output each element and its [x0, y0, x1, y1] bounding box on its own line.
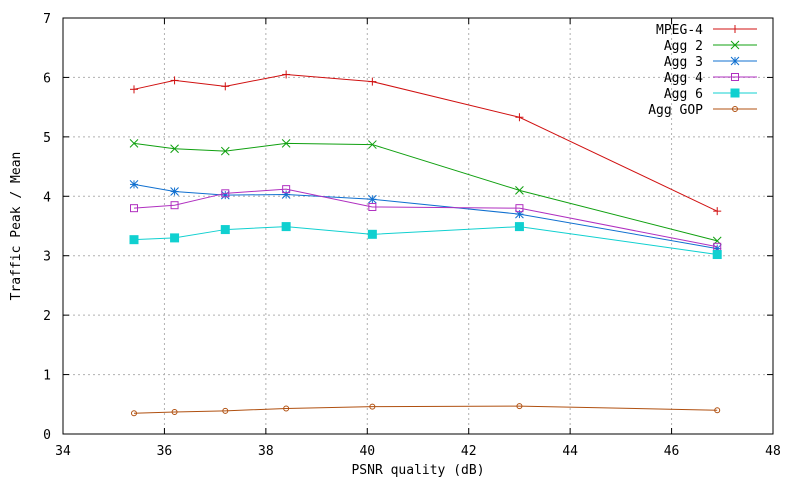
x-tick-label: 48 [765, 444, 781, 459]
data-point [367, 229, 377, 239]
legend-label: Agg GOP [648, 103, 703, 118]
data-point [730, 56, 740, 66]
y-tick-label: 1 [43, 369, 51, 384]
plot-frame [62, 17, 774, 435]
grid [63, 18, 773, 434]
data-point [516, 403, 523, 410]
legend-item: Agg 2 [664, 39, 757, 54]
x-axis-title: PSNR quality (dB) [351, 463, 484, 478]
series-agg-6 [129, 222, 722, 260]
x-tick-label: 40 [359, 444, 375, 459]
data-point [171, 409, 178, 416]
series-agg-3 [129, 180, 722, 253]
data-point [220, 190, 230, 200]
data-point [515, 113, 524, 122]
data-point [730, 40, 740, 50]
data-point [369, 403, 376, 410]
data-point [282, 70, 291, 79]
data-point [221, 82, 230, 91]
legend-label: MPEG-4 [656, 23, 703, 38]
ticks [62, 17, 774, 435]
data-point [515, 185, 524, 195]
series-agg-4 [130, 185, 722, 251]
data-point [131, 410, 137, 417]
data-point [368, 140, 377, 149]
data-point [514, 222, 524, 232]
series-mpeg-4 [130, 70, 722, 216]
y-tick-label: 2 [43, 309, 51, 324]
legend-label: Agg 6 [664, 87, 703, 102]
legend-label: Agg 2 [664, 39, 703, 54]
data-point [170, 201, 179, 210]
data-point [281, 139, 291, 148]
x-tick-label: 46 [664, 444, 680, 459]
legend-item: Agg GOP [648, 103, 757, 118]
data-point [129, 235, 139, 245]
series-agg-2 [129, 139, 722, 246]
data-point [129, 139, 139, 148]
data-point [170, 76, 179, 85]
y-tick-label: 6 [43, 71, 51, 86]
x-tick-label: 42 [461, 444, 477, 459]
series-agg-gop [131, 403, 721, 417]
legend-item: Agg 3 [664, 55, 757, 70]
legend-label: Agg 3 [664, 55, 703, 70]
y-tick-label: 5 [43, 131, 51, 146]
data-point [712, 250, 722, 260]
data-point [170, 144, 179, 154]
data-point [714, 407, 721, 414]
data-point [170, 233, 180, 243]
series-layer [129, 70, 722, 417]
data-point [281, 190, 291, 199]
legend-item: Agg 4 [664, 71, 757, 86]
y-axis-title: Traffic Peak / Mean [9, 152, 24, 301]
legend-item: MPEG-4 [656, 23, 757, 38]
y-tick-label: 4 [43, 190, 51, 205]
legend-label: Agg 4 [664, 71, 703, 86]
data-point [130, 85, 138, 94]
data-point [281, 222, 291, 232]
data-point [220, 225, 230, 235]
data-point [129, 180, 139, 189]
x-tick-label: 44 [562, 444, 578, 459]
data-point [730, 88, 740, 98]
data-point [368, 77, 377, 86]
y-tick-label: 0 [43, 428, 51, 443]
data-point [222, 407, 229, 414]
data-point [221, 189, 230, 198]
data-point [170, 187, 179, 196]
data-point [368, 202, 377, 211]
data-point [283, 405, 290, 412]
legend-item: Agg 6 [664, 87, 757, 102]
data-point [731, 73, 739, 81]
x-tick-label: 34 [55, 444, 71, 459]
y-tick-label: 7 [43, 12, 51, 27]
data-point [515, 204, 524, 213]
x-tick-label: 36 [157, 444, 173, 459]
y-tick-label: 3 [43, 250, 51, 265]
data-point [732, 106, 738, 112]
data-point [713, 207, 722, 216]
data-point [368, 194, 377, 204]
data-point [282, 185, 291, 194]
data-point [731, 25, 739, 33]
data-point [130, 204, 138, 213]
series-line [133, 405, 718, 414]
data-point [220, 146, 230, 156]
x-tick-label: 38 [258, 444, 274, 459]
series-line [133, 188, 718, 248]
